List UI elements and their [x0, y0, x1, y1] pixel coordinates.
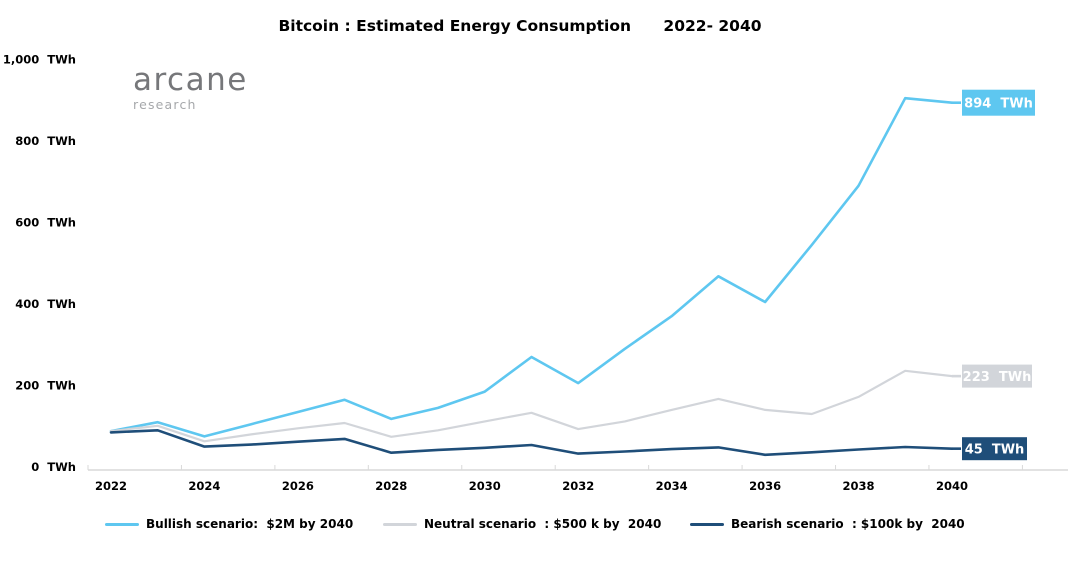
end-label-box: [962, 437, 1027, 461]
x-tick-label: 2030: [469, 479, 501, 493]
logo-subtitle: research: [133, 96, 197, 112]
legend-label-neutral: Neutral scenario : $500 k by 2040: [424, 517, 662, 531]
x-tick-label: 2024: [188, 479, 220, 493]
y-tick-label: 800 TWh: [15, 134, 76, 148]
y-tick-label: 0 TWh: [31, 460, 76, 474]
x-tick-label: 2036: [749, 479, 781, 493]
legend-label-bearish: Bearish scenario : $100k by 2040: [731, 517, 965, 531]
neutral-line-swatch: [383, 522, 417, 526]
legend-item-neutral: Neutral scenario : $500 k by 2040: [383, 514, 661, 534]
x-tick-label: 2038: [843, 479, 875, 493]
x-tick-label: 2026: [282, 479, 314, 493]
chart-legend: Bullish scenario: $2M by 2040 Neutral sc…: [0, 514, 1073, 538]
x-tick-label: 2028: [375, 479, 407, 493]
legend-item-bullish: Bullish scenario: $2M by 2040: [105, 514, 353, 534]
logo-wordmark: arcane: [133, 62, 248, 98]
y-tick-label: 200 TWh: [15, 379, 76, 393]
legend-item-bearish: Bearish scenario : $100k by 2040: [690, 514, 965, 534]
end-label-box: [962, 364, 1032, 388]
arcane-logo: arcane research: [133, 64, 248, 112]
bearish-line-swatch: [690, 522, 724, 526]
y-tick-label: 600 TWh: [15, 216, 76, 230]
series-line-neutral: [109, 369, 954, 443]
series-line-bearish: [109, 428, 954, 457]
x-tick-label: 2022: [95, 479, 127, 493]
y-tick-label: 1,000 TWh: [3, 53, 76, 67]
end-label-text: 45 TWh: [965, 442, 1025, 457]
end-label-text: 894 TWh: [964, 96, 1033, 111]
bullish-line-swatch: [105, 522, 139, 526]
chart-title: Bitcoin : Estimated Energy Consumption 2…: [278, 17, 762, 35]
x-tick-label: 2040: [936, 479, 968, 493]
end-label-text: 223 TWh: [963, 370, 1032, 385]
legend-label-bullish: Bullish scenario: $2M by 2040: [146, 517, 354, 531]
x-tick-label: 2032: [562, 479, 594, 493]
y-tick-label: 400 TWh: [15, 297, 76, 311]
end-label-box: [962, 89, 1035, 116]
x-tick-label: 2034: [656, 479, 688, 493]
series-line-bullish: [109, 96, 954, 438]
